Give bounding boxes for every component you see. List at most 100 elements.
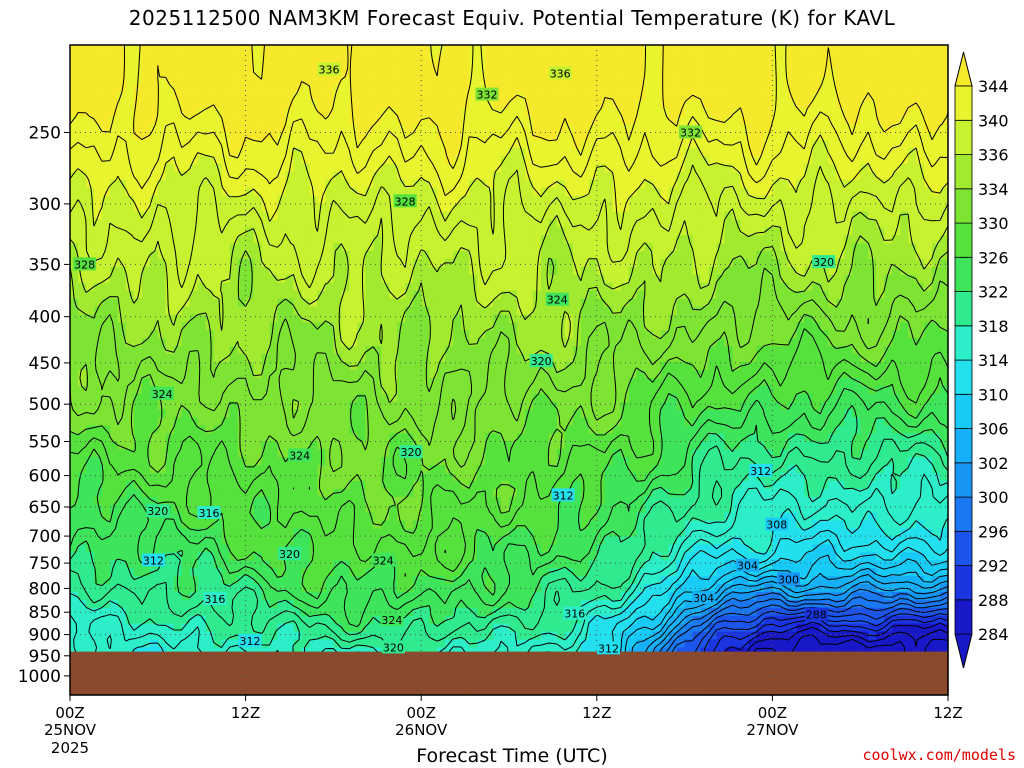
field-cell: [421, 227, 430, 236]
field-cell: [301, 52, 311, 62]
field-cell: [644, 330, 654, 339]
field-cell: [149, 108, 159, 117]
field-cell: [133, 179, 143, 189]
field-cell: [429, 52, 438, 62]
field-cell: [796, 266, 805, 276]
field-cell: [93, 290, 103, 300]
field-cell: [125, 148, 135, 157]
field-cell: [173, 100, 183, 110]
field-cell: [173, 314, 183, 324]
field-cell: [748, 195, 758, 205]
field-cell: [509, 393, 518, 403]
field-cell: [516, 377, 526, 387]
field-cell: [692, 179, 702, 189]
field-cell: [524, 290, 534, 300]
field-cell: [421, 100, 430, 110]
field-cell: [716, 140, 726, 149]
field-cell: [357, 195, 366, 205]
field-cell: [365, 203, 374, 213]
field-cell: [341, 330, 350, 339]
field-cell: [325, 290, 334, 300]
field-cell: [732, 322, 742, 331]
field-cell: [684, 203, 694, 213]
field-cell: [229, 100, 239, 110]
field-cell: [516, 235, 526, 244]
field-cell: [261, 298, 271, 308]
field-cell: [652, 148, 662, 157]
field-cell: [548, 219, 558, 228]
field-cell: [612, 362, 622, 371]
field-cell: [133, 116, 143, 125]
field-cell: [836, 76, 845, 86]
field-cell: [157, 108, 167, 117]
field-cell: [93, 203, 103, 213]
field-cell: [524, 370, 534, 379]
field-cell: [149, 370, 159, 379]
field-cell: [485, 274, 494, 284]
field-cell: [269, 68, 279, 78]
field-cell: [756, 52, 766, 62]
field-cell: [85, 370, 95, 379]
field-cell: [692, 219, 702, 228]
field-cell: [524, 52, 534, 62]
field-cell: [708, 45, 718, 54]
field-cell: [756, 393, 766, 403]
field-cell: [101, 124, 111, 133]
field-cell: [389, 163, 398, 173]
field-cell: [381, 330, 390, 339]
field-cell: [628, 282, 638, 292]
field-cell: [772, 362, 781, 371]
field-cell: [780, 282, 789, 292]
field-cell: [181, 274, 191, 284]
field-cell: [509, 76, 518, 86]
field-cell: [181, 68, 191, 78]
field-cell: [556, 243, 566, 252]
field-cell: [668, 235, 678, 244]
field-cell: [724, 393, 734, 403]
field-cell: [397, 60, 406, 70]
field-cell: [93, 251, 103, 260]
field-cell: [684, 362, 694, 371]
field-cell: [365, 259, 374, 268]
field-cell: [796, 155, 805, 165]
field-cell: [708, 314, 718, 324]
field-cell: [125, 290, 135, 300]
field-cell: [141, 116, 151, 125]
field-cell: [908, 52, 917, 62]
field-cell: [453, 187, 462, 197]
field-cell: [556, 266, 566, 276]
field-cell: [213, 100, 223, 110]
field-cell: [604, 68, 614, 78]
field-cell: [708, 148, 718, 157]
field-cell: [732, 163, 742, 173]
field-cell: [181, 148, 191, 157]
field-cell: [70, 251, 79, 260]
field-cell: [357, 203, 366, 213]
field-cell: [181, 100, 191, 110]
theta-e-field: [70, 45, 949, 696]
field-cell: [101, 100, 111, 110]
field-cell: [221, 140, 231, 149]
field-cell: [413, 322, 422, 331]
field-cell: [221, 45, 231, 54]
field-cell: [253, 163, 263, 173]
field-cell: [684, 243, 694, 252]
field-cell: [70, 266, 79, 276]
field-cell: [229, 179, 239, 189]
field-cell: [341, 401, 350, 411]
field-cell: [77, 370, 87, 379]
field-cell: [101, 108, 111, 117]
field-cell: [868, 171, 877, 181]
field-cell: [477, 274, 486, 284]
field-cell: [141, 393, 151, 403]
field-cell: [780, 354, 789, 363]
field-cell: [836, 314, 845, 324]
field-cell: [564, 211, 574, 220]
field-cell: [796, 195, 805, 205]
field-cell: [197, 163, 207, 173]
field-cell: [940, 385, 949, 395]
field-cell: [852, 266, 861, 276]
field-cell: [245, 100, 255, 110]
field-cell: [229, 124, 239, 133]
field-cell: [357, 211, 366, 220]
